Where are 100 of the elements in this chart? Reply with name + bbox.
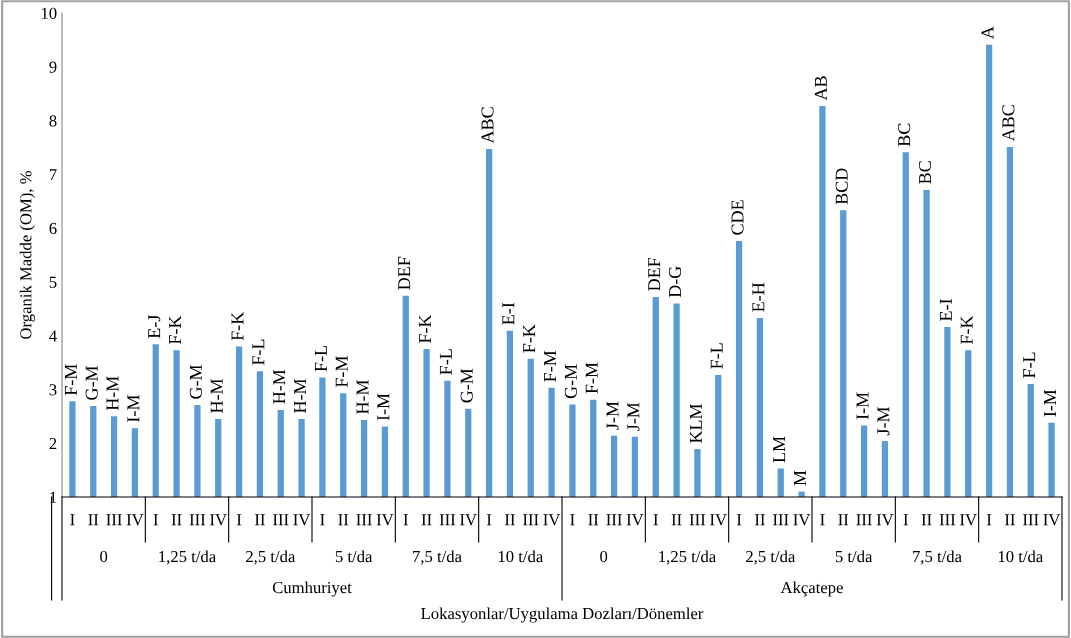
text: 1,25 t/da	[659, 550, 716, 565]
text: 7,5 t/da	[913, 550, 962, 565]
x-tick-label: IV	[710, 514, 727, 526]
x-tick-label: III	[273, 514, 289, 526]
text: 5 t/da	[335, 550, 373, 563]
data-label: I-M	[856, 392, 869, 420]
data-label: J-M	[877, 406, 890, 436]
x-tick-label: III	[773, 514, 789, 526]
data-label: I-M	[1044, 389, 1056, 417]
data-label: E-J	[148, 315, 161, 339]
x-tick-label: IV	[543, 514, 561, 526]
y-tick-label: 3	[49, 384, 57, 396]
x-tick-label: I	[403, 514, 408, 526]
x-tick-label: III	[439, 514, 456, 526]
x-tick-label: III	[939, 514, 956, 526]
x-tick-label: I	[153, 514, 158, 526]
x-tick-label: IV	[960, 514, 977, 526]
data-label: E-I	[939, 299, 952, 321]
x-tick-label: III	[356, 514, 372, 526]
x-tick-label: II	[338, 514, 349, 526]
data-label: J-M	[606, 401, 619, 430]
data-label: ABC	[1002, 105, 1015, 142]
data-label: D-G	[668, 266, 682, 298]
x-tick-label: II	[171, 514, 182, 526]
data-label: F-M	[585, 362, 598, 394]
x-tick-label: II	[254, 514, 265, 526]
data-label: CDE	[731, 200, 744, 235]
data-label: M	[794, 470, 806, 486]
x-axis-title: Lokasyonlar/Uygulama Dozları/Dönemler	[421, 607, 704, 623]
data-label: F-L	[314, 346, 327, 372]
data-label: E-I	[502, 302, 515, 325]
x-tick-label: I	[986, 514, 992, 526]
data-label: F-K	[419, 314, 431, 344]
x-tick-label: II	[504, 514, 515, 526]
data-label: AB	[814, 76, 827, 101]
y-tick-label: 5	[49, 276, 57, 288]
data-label: F-K	[231, 311, 244, 341]
data-label: F-M	[544, 350, 556, 382]
text: Akçatepe	[780, 581, 843, 597]
data-label: H-M	[210, 378, 223, 413]
data-label: F-K	[960, 315, 973, 345]
x-tick-label: I	[70, 514, 75, 526]
text: 5 t/da	[835, 550, 873, 563]
x-tick-label: II	[421, 514, 432, 526]
x-tick-label: IV	[376, 514, 394, 526]
text: 2,5 t/da	[246, 550, 296, 565]
x-tick-label: I	[903, 514, 908, 526]
x-tick-label: IV	[1043, 514, 1061, 526]
data-label: H-M	[273, 369, 286, 404]
x-tick-label: III	[106, 514, 122, 526]
text: 1,25 t/da	[159, 550, 216, 565]
x-tick-label: IV	[126, 514, 144, 526]
data-label: KLM	[689, 403, 702, 444]
x-tick-label: III	[189, 514, 206, 526]
y-tick-label: 8	[49, 115, 57, 127]
data-label: G-M	[460, 368, 473, 403]
data-label: F-L	[710, 343, 723, 369]
x-tick-label: III	[523, 514, 539, 526]
x-tick-label: IV	[210, 514, 227, 526]
data-label: BC	[918, 161, 932, 184]
x-tick-label: IV	[293, 514, 311, 526]
y-tick-label: 2	[49, 437, 57, 449]
x-tick-label: I	[236, 514, 242, 526]
data-label: F-M	[64, 364, 77, 396]
x-tick-label: IV	[626, 514, 644, 526]
x-tick-label: I	[486, 514, 492, 526]
data-label: E-H	[752, 282, 765, 312]
data-label: A	[981, 26, 994, 39]
text: 2,5 t/da	[746, 550, 796, 565]
data-label: BCD	[835, 168, 848, 205]
data-label: F-L	[439, 349, 452, 375]
text: 10 t/da	[498, 550, 544, 563]
data-label: DEF	[398, 256, 411, 290]
data-label: H-M	[294, 378, 306, 413]
x-tick-label: I	[653, 514, 658, 526]
data-label: F-K	[169, 315, 181, 345]
x-tick-label: III	[689, 514, 706, 526]
data-label: H-M	[106, 376, 119, 411]
text: 10 t/da	[998, 550, 1044, 563]
y-tick-label: 10	[41, 7, 57, 19]
x-tick-label: I	[820, 514, 825, 526]
x-tick-label: III	[606, 514, 622, 526]
x-tick-label: IV	[460, 514, 477, 526]
text: 7,5 t/da	[413, 550, 462, 565]
data-label: ABC	[481, 107, 494, 144]
x-tick-label: I	[736, 514, 742, 526]
data-label: G-M	[189, 364, 202, 399]
data-label: G-M	[564, 364, 577, 399]
data-label: F-L	[252, 339, 265, 366]
x-tick-label: II	[88, 514, 99, 526]
data-label: F-K	[523, 324, 536, 353]
x-tick-label: II	[921, 514, 932, 526]
x-tick-label: II	[671, 514, 682, 526]
y-tick-label: 4	[49, 330, 57, 342]
x-tick-label: III	[856, 514, 872, 526]
x-tick-label: I	[320, 514, 325, 526]
data-label: F-L	[1023, 352, 1036, 378]
data-label: H-M	[356, 379, 369, 415]
x-tick-label: II	[838, 514, 849, 526]
y-tick-label: 7	[49, 169, 57, 181]
